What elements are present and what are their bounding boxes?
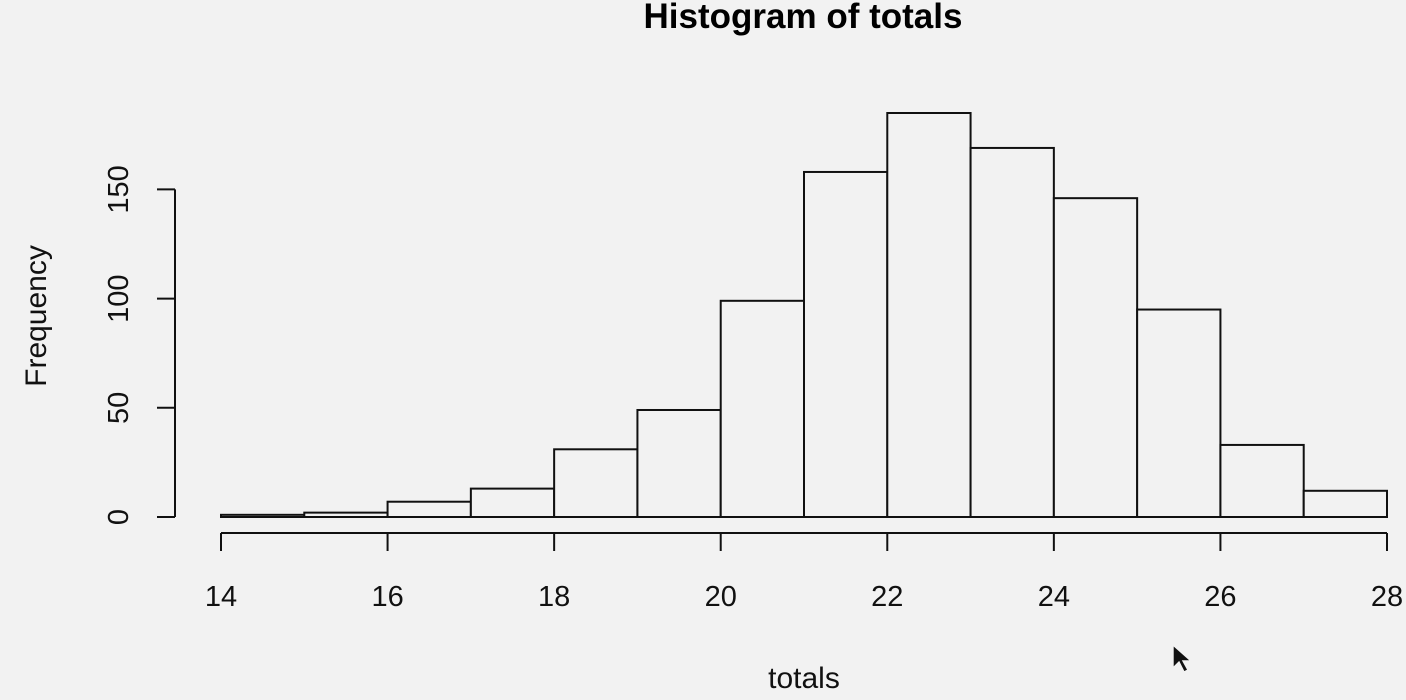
x-tick-label: 28: [1371, 581, 1403, 613]
histogram-bar: [386, 500, 472, 518]
histogram-bar: [1302, 489, 1388, 518]
histogram-bar: [469, 487, 556, 518]
x-tick-label: 16: [371, 581, 403, 613]
x-tick-label: 24: [1038, 581, 1070, 613]
histogram-bar: [1219, 443, 1305, 519]
y-tick-label: 150: [103, 165, 135, 213]
y-axis-label: Frequency: [20, 245, 53, 387]
histogram-bar: [636, 408, 722, 518]
x-tick-label: 20: [705, 581, 737, 613]
y-tick-label: 50: [103, 392, 135, 424]
histogram-bars: [220, 112, 1388, 519]
x-tick-label: 26: [1204, 581, 1236, 613]
histogram-bar: [1136, 308, 1222, 518]
chart-title: Histogram of totals: [644, 0, 963, 36]
x-tick-label: 14: [205, 581, 237, 613]
y-tick-label: 100: [103, 274, 135, 322]
histogram-bar: [1052, 197, 1139, 518]
histogram-bar: [220, 513, 306, 519]
histogram-bar: [969, 146, 1055, 518]
x-tick-label: 22: [871, 581, 903, 613]
x-tick-label: 18: [538, 581, 570, 613]
histogram-bar: [553, 448, 639, 518]
histogram-bar: [303, 511, 389, 519]
histogram-bar: [719, 299, 806, 519]
y-axis: 0 50 100 150: [103, 165, 176, 525]
x-axis-label: totals: [768, 662, 840, 695]
y-tick-label: 0: [103, 509, 135, 525]
histogram-bar: [886, 112, 972, 518]
mouse-pointer-icon: [1172, 643, 1193, 673]
histogram-bar: [803, 170, 889, 518]
x-axis: 14 16 18 20 22 24 26 28: [205, 532, 1403, 613]
